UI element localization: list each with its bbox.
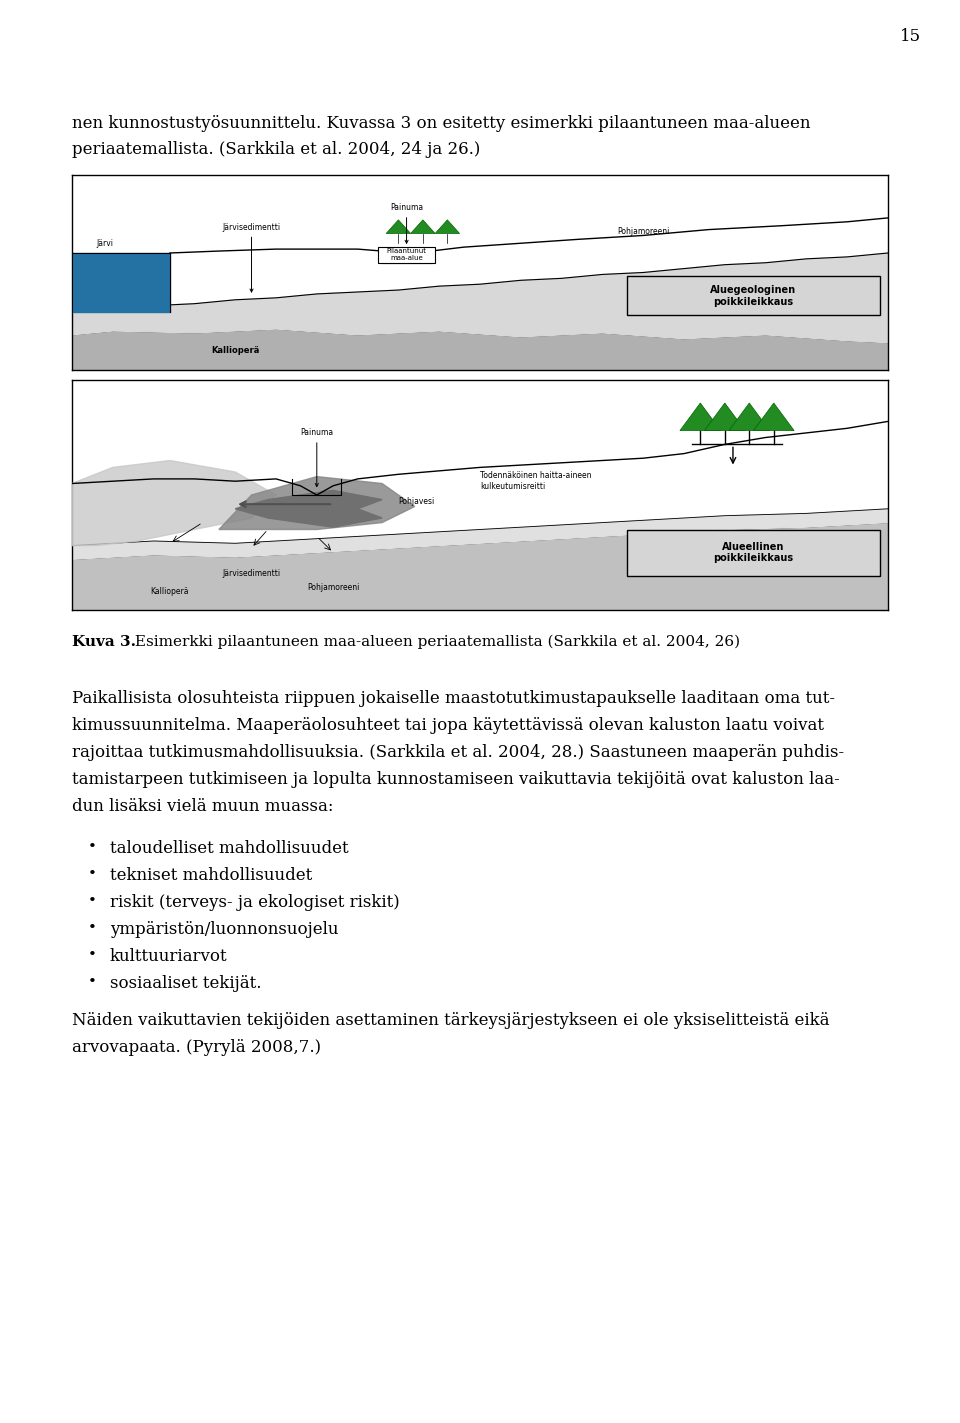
- Polygon shape: [72, 509, 888, 559]
- Text: nen kunnostustyösuunnittelu. Kuvassa 3 on esitetty esimerkki pilaantuneen maa-al: nen kunnostustyösuunnittelu. Kuvassa 3 o…: [72, 115, 810, 132]
- Text: Esimerkki pilaantuneen maa-alueen periaatemallista (Sarkkila et al. 2004, 26): Esimerkki pilaantuneen maa-alueen periaa…: [130, 635, 740, 649]
- Text: kimussuunnitelma. Maaperäolosuhteet tai jopa käytettävissä olevan kaluston laatu: kimussuunnitelma. Maaperäolosuhteet tai …: [72, 717, 824, 734]
- Text: Järvisedimentti: Järvisedimentti: [223, 222, 280, 292]
- Text: Järvi: Järvi: [96, 239, 113, 248]
- Text: •: •: [87, 921, 96, 935]
- Text: Pohjamoreeni: Pohjamoreeni: [307, 582, 359, 592]
- Polygon shape: [411, 219, 435, 233]
- Text: tamistarpeen tutkimiseen ja lopulta kunnostamiseen vaikuttavia tekijöitä ovat ka: tamistarpeen tutkimiseen ja lopulta kunn…: [72, 771, 840, 788]
- Text: taloudelliset mahdollisuudet: taloudelliset mahdollisuudet: [110, 840, 348, 857]
- Text: riskit (terveys- ja ekologiset riskit): riskit (terveys- ja ekologiset riskit): [110, 894, 399, 911]
- Polygon shape: [72, 253, 888, 343]
- Text: kulttuuriarvot: kulttuuriarvot: [110, 948, 228, 965]
- Text: dun lisäksi vielä muun muassa:: dun lisäksi vielä muun muassa:: [72, 798, 333, 815]
- Text: •: •: [87, 840, 96, 854]
- Text: tekniset mahdollisuudet: tekniset mahdollisuudet: [110, 867, 312, 884]
- Text: Todennäköinen haitta-aineen
kulkeutumisreitti: Todennäköinen haitta-aineen kulkeutumisr…: [480, 471, 591, 491]
- Polygon shape: [72, 253, 170, 312]
- Bar: [378, 248, 435, 263]
- Text: rajoittaa tutkimusmahdollisuuksia. (Sarkkila et al. 2004, 28.) Saastuneen maaper: rajoittaa tutkimusmahdollisuuksia. (Sark…: [72, 744, 844, 761]
- Bar: [627, 529, 879, 575]
- Text: Pohjamoreeni: Pohjamoreeni: [617, 228, 669, 236]
- Polygon shape: [235, 491, 382, 527]
- Text: 15: 15: [900, 28, 921, 46]
- Text: arvovapaata. (Pyrylä 2008,7.): arvovapaata. (Pyrylä 2008,7.): [72, 1039, 322, 1056]
- Text: Aluegeologinen
poikkileikkaus: Aluegeologinen poikkileikkaus: [710, 285, 797, 307]
- Polygon shape: [729, 403, 770, 431]
- Polygon shape: [72, 522, 888, 610]
- Text: •: •: [87, 867, 96, 881]
- Polygon shape: [680, 403, 721, 431]
- Polygon shape: [386, 219, 411, 233]
- Text: •: •: [87, 948, 96, 962]
- Bar: [627, 276, 879, 316]
- Text: periaatemallista. (Sarkkila et al. 2004, 24 ja 26.): periaatemallista. (Sarkkila et al. 2004,…: [72, 141, 480, 158]
- Text: Näiden vaikuttavien tekijöiden asettaminen tärkeysjärjestykseen ei ole yksiselit: Näiden vaikuttavien tekijöiden asettamin…: [72, 1012, 829, 1029]
- Polygon shape: [219, 477, 415, 529]
- Polygon shape: [705, 403, 745, 431]
- Text: Kallioperä: Kallioperä: [151, 588, 189, 596]
- Polygon shape: [754, 403, 794, 431]
- Text: •: •: [87, 975, 96, 989]
- Text: Pohjavesi: Pohjavesi: [398, 498, 435, 507]
- Text: Painuma: Painuma: [300, 428, 333, 487]
- Text: •: •: [87, 894, 96, 908]
- Text: sosiaaliset tekijät.: sosiaaliset tekijät.: [110, 975, 261, 992]
- Text: Pilaantunut
maa-alue: Pilaantunut maa-alue: [387, 249, 426, 262]
- Polygon shape: [72, 461, 276, 545]
- Text: Kuva 3.: Kuva 3.: [72, 635, 136, 649]
- Text: ympäristön/luonnonsuojelu: ympäristön/luonnonsuojelu: [110, 921, 339, 938]
- Text: Painuma: Painuma: [390, 203, 423, 243]
- Text: Kallioperä: Kallioperä: [211, 346, 259, 354]
- Polygon shape: [72, 329, 888, 370]
- Text: Järvisedimentti: Järvisedimentti: [223, 569, 280, 578]
- Polygon shape: [435, 219, 460, 233]
- Text: Paikallisista olosuhteista riippuen jokaiselle maastotutkimustapaukselle laadita: Paikallisista olosuhteista riippuen joka…: [72, 690, 835, 707]
- Text: Alueellinen
poikkileikkaus: Alueellinen poikkileikkaus: [713, 542, 793, 564]
